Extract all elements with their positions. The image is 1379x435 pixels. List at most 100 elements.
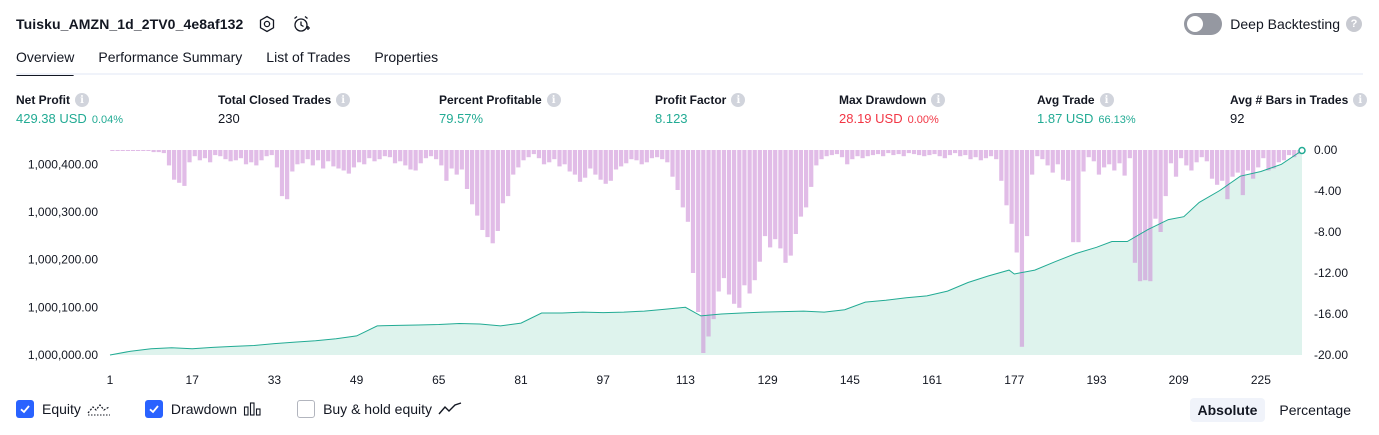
metric-avg-bars-in-trades: Avg # Bars in Trades i 92: [1230, 93, 1368, 126]
drawdown-bar: [1230, 150, 1235, 177]
info-icon[interactable]: i: [1353, 93, 1368, 107]
drawdown-bar: [357, 150, 362, 163]
info-icon[interactable]: i: [1099, 93, 1114, 107]
drawdown-bar: [649, 150, 655, 159]
drawdown-bar: [608, 150, 613, 181]
drawdown-bar: [762, 150, 768, 237]
drawdown-bar: [824, 150, 829, 157]
info-icon[interactable]: i: [75, 93, 89, 107]
drawdown-bar: [136, 150, 141, 151]
checkbox-buy-hold-equity[interactable]: [297, 400, 316, 418]
metric-value: 1.87 USD: [1037, 111, 1094, 126]
x-axis-tick-label: 145: [840, 373, 860, 387]
metric-net-profit: Net Profit i 429.38 USD 0.04%: [16, 93, 123, 126]
drawdown-bar: [732, 150, 737, 304]
drawdown-bar: [444, 150, 449, 181]
drawdown-bar: [341, 150, 346, 171]
metric-value: 79.57%: [439, 111, 484, 126]
tab-list-of-trades[interactable]: List of Trades: [266, 49, 351, 65]
percentage-button[interactable]: Percentage: [1279, 402, 1351, 418]
drawdown-bar: [1060, 150, 1066, 180]
tab-performance-summary[interactable]: Performance Summary: [98, 49, 243, 65]
absolute-button[interactable]: Absolute: [1189, 398, 1266, 422]
drawdown-bar: [1173, 150, 1179, 177]
tab-properties[interactable]: Properties: [374, 49, 439, 65]
drawdown-bar: [988, 150, 994, 157]
drawdown-bar: [593, 150, 598, 175]
drawdown-bar: [408, 150, 413, 170]
drawdown-bar: [1199, 150, 1204, 158]
drawdown-bar: [475, 150, 480, 216]
metric-label: Total Closed Trades: [218, 93, 332, 107]
drawdown-bar: [166, 150, 172, 166]
drawdown-bar: [182, 150, 187, 186]
drawdown-bar: [541, 150, 547, 165]
drawdown-bar: [1266, 150, 1271, 171]
drawdown-bar: [1286, 150, 1292, 156]
legend-buy-hold[interactable]: Buy & hold equity: [297, 400, 462, 418]
drawdown-bar: [459, 150, 464, 170]
tab-overview[interactable]: Overview: [16, 47, 75, 76]
drawdown-bar: [839, 150, 845, 158]
drawdown-bar: [747, 150, 752, 294]
drawdown-bar: [819, 150, 824, 160]
drawdown-bar: [855, 150, 860, 157]
drawdown-bar: [315, 150, 321, 161]
drawdown-bar: [953, 150, 958, 154]
metric-percent-profitable: Percent Profitable i 79.57%: [439, 93, 561, 126]
equity-drawdown-chart[interactable]: 1,000,000.00 1,000,100.00 1,000,200.00 1,00…: [0, 140, 1379, 390]
drawdown-bar: [1030, 150, 1035, 175]
drawdown-bar: [1220, 150, 1225, 181]
legend-equity[interactable]: Equity: [16, 400, 111, 418]
checkbox-drawdown[interactable]: [144, 400, 163, 418]
drawdown-bar: [526, 150, 531, 158]
drawdown-bar: [901, 150, 906, 157]
drawdown-bar: [120, 150, 125, 151]
info-icon[interactable]: i: [931, 93, 946, 107]
drawdown-bar: [696, 150, 701, 312]
info-icon[interactable]: i: [546, 93, 561, 107]
checkbox-equity[interactable]: [16, 400, 34, 418]
drawdown-bar: [891, 150, 896, 156]
x-axis-tick-label: 209: [1169, 373, 1189, 387]
drawdown-bar: [521, 150, 526, 161]
drawdown-bar: [115, 150, 120, 151]
drawdown-bar: [655, 150, 660, 158]
metric-percent: 0.00%: [907, 114, 939, 126]
drawdown-bar: [372, 150, 377, 162]
left-axis-tick-label: 1,000,200.00: [28, 253, 98, 267]
x-axis-tick-label: 225: [1251, 373, 1271, 387]
tab-bar: Overview Performance Summary List of Tra…: [16, 47, 462, 76]
drawdown-bar: [757, 150, 762, 262]
drawdown-bar: [788, 150, 793, 256]
value-mode-switch: Absolute Percentage: [1184, 398, 1360, 422]
drawdown-bar: [983, 150, 989, 159]
right-axis-tick-label: -20.00: [1314, 348, 1348, 362]
drawdown-bar: [1204, 150, 1209, 162]
drawdown-bar: [804, 150, 809, 208]
alert-clock-icon[interactable]: [291, 14, 311, 34]
x-axis-tick-label: 113: [676, 373, 695, 387]
info-icon[interactable]: i: [336, 93, 351, 107]
drawdown-bar: [1107, 150, 1112, 165]
drawdown-bar: [660, 150, 665, 160]
help-icon[interactable]: ?: [1346, 16, 1362, 32]
info-icon[interactable]: i: [731, 93, 746, 107]
right-axis-tick-label: 0.00: [1314, 143, 1338, 157]
metric-label: Percent Profitable: [439, 93, 542, 107]
drawdown-bar: [588, 150, 593, 169]
drawdown-bar: [1014, 150, 1019, 253]
drawdown-bar: [927, 150, 932, 156]
metric-label: Net Profit: [16, 93, 70, 107]
metric-label: Max Drawdown: [839, 93, 927, 107]
drawdown-bar: [1184, 150, 1189, 166]
drawdown-bar: [1035, 150, 1040, 157]
drawdown-bar: [161, 150, 166, 154]
settings-icon[interactable]: [257, 14, 277, 34]
drawdown-bar: [711, 150, 716, 320]
drawdown-bar: [1276, 150, 1281, 163]
drawdown-bar: [968, 150, 973, 160]
drawdown-bar: [690, 150, 696, 273]
legend-drawdown[interactable]: Drawdown: [144, 400, 263, 418]
deep-backtesting-toggle[interactable]: [1184, 13, 1223, 35]
